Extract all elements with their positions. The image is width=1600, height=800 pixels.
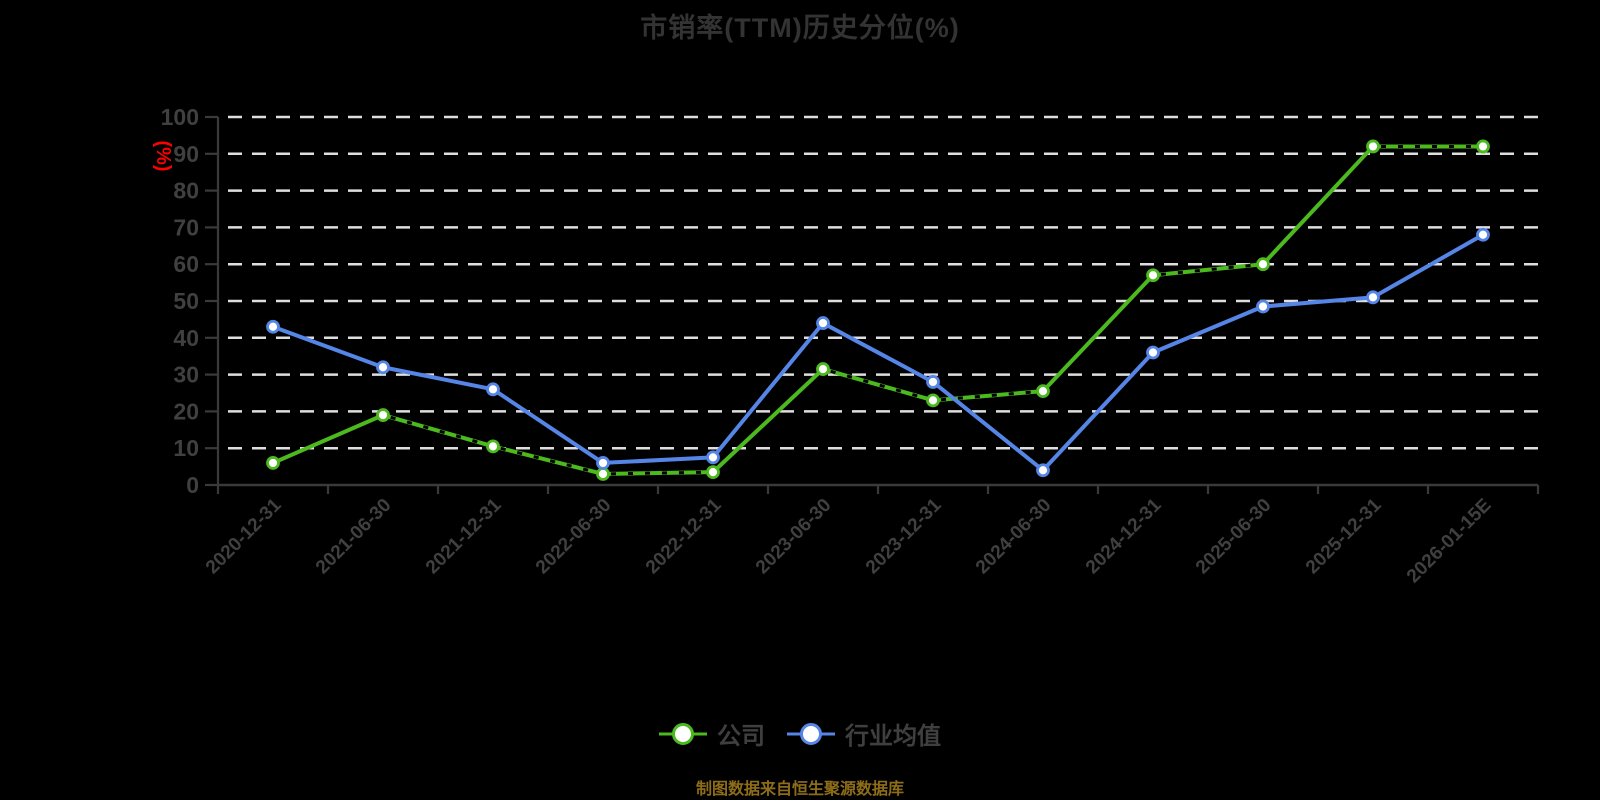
x-tick-label: 2021-06-30: [312, 495, 396, 579]
data-point-marker: [596, 467, 610, 481]
data-source-note: 制图数据来自恒生聚源数据库: [695, 781, 904, 798]
data-point-marker: [266, 319, 280, 334]
data-point-marker: [486, 439, 500, 454]
data-point-marker: [1256, 299, 1270, 314]
y-tick-label: 70: [173, 214, 199, 240]
legend-item-industry-average: 行业均值: [787, 716, 941, 751]
x-tick-label: 2025-12-31: [1302, 494, 1386, 578]
x-tick-label: 2023-06-30: [752, 495, 836, 579]
y-tick-label: 90: [173, 141, 199, 167]
legend-label-company: 公司: [717, 723, 765, 750]
y-tick-label: 80: [173, 178, 199, 204]
data-point-marker: [376, 360, 390, 375]
y-tick-label: 30: [173, 362, 199, 388]
legend: 公司 行业均值: [0, 716, 1600, 751]
data-point-marker: [1366, 139, 1380, 154]
data-point-marker: [706, 450, 720, 465]
y-tick-label: 100: [161, 104, 199, 130]
data-point-marker: [376, 408, 390, 422]
x-tick-label: 2024-06-30: [972, 495, 1056, 579]
x-tick-label: 2023-12-31: [862, 494, 946, 578]
data-point-marker: [1146, 345, 1160, 360]
company-series-marker-icon: [659, 722, 707, 745]
gridlines: [228, 115, 1538, 450]
data-point-marker: [1146, 268, 1160, 283]
data-point-marker: [926, 393, 940, 408]
y-axis-unit: (%): [152, 140, 174, 171]
data-point-marker: [816, 316, 830, 330]
y-tick-label: 20: [173, 398, 199, 424]
x-tick-label: 2022-12-31: [642, 494, 726, 578]
y-axis-ticks: 0 10 20 30 40 50 60 70 80 90 100: [161, 104, 218, 498]
x-tick-label: 2024-12-31: [1082, 494, 1166, 578]
data-point-marker: [926, 375, 940, 389]
chart-title: 市销率(TTM)历史分位(%): [640, 13, 960, 43]
data-point-marker: [1366, 290, 1380, 305]
data-point-marker: [596, 456, 610, 470]
data-point-marker: [1256, 257, 1270, 272]
x-tick-label: 2021-12-31: [422, 494, 506, 578]
x-tick-label: 2026-01-15E: [1403, 495, 1496, 588]
y-tick-label: 0: [186, 472, 199, 498]
x-tick-label: 2022-06-30: [532, 495, 616, 579]
legend-label-industry-average: 行业均值: [845, 723, 941, 750]
x-axis-ticks: [216, 485, 1540, 494]
y-tick-label: 60: [173, 251, 199, 277]
company-series: [266, 139, 1490, 481]
legend-item-company: 公司: [659, 716, 765, 751]
y-tick-label: 10: [173, 435, 199, 461]
y-tick-label: 50: [173, 288, 199, 314]
data-point-marker: [816, 362, 830, 376]
industry-series-marker-icon: [787, 722, 835, 745]
y-axis-unit-label: (%): [152, 140, 174, 171]
industry-series: [266, 227, 1490, 478]
data-point-marker: [486, 382, 500, 397]
y-tick-label: 40: [173, 325, 199, 351]
x-tick-labels: 2020-12-31 2021-06-30 2021-12-31 2022-06-30…: [202, 494, 1496, 587]
x-tick-label: 2020-12-31: [202, 494, 286, 578]
x-tick-label: 2025-06-30: [1192, 495, 1276, 579]
data-point-marker: [1036, 463, 1050, 478]
data-point-marker: [706, 465, 720, 480]
data-point-marker: [1476, 139, 1490, 154]
data-point-marker: [1476, 227, 1490, 242]
data-point-marker: [1036, 384, 1050, 399]
data-point-marker: [266, 456, 280, 470]
